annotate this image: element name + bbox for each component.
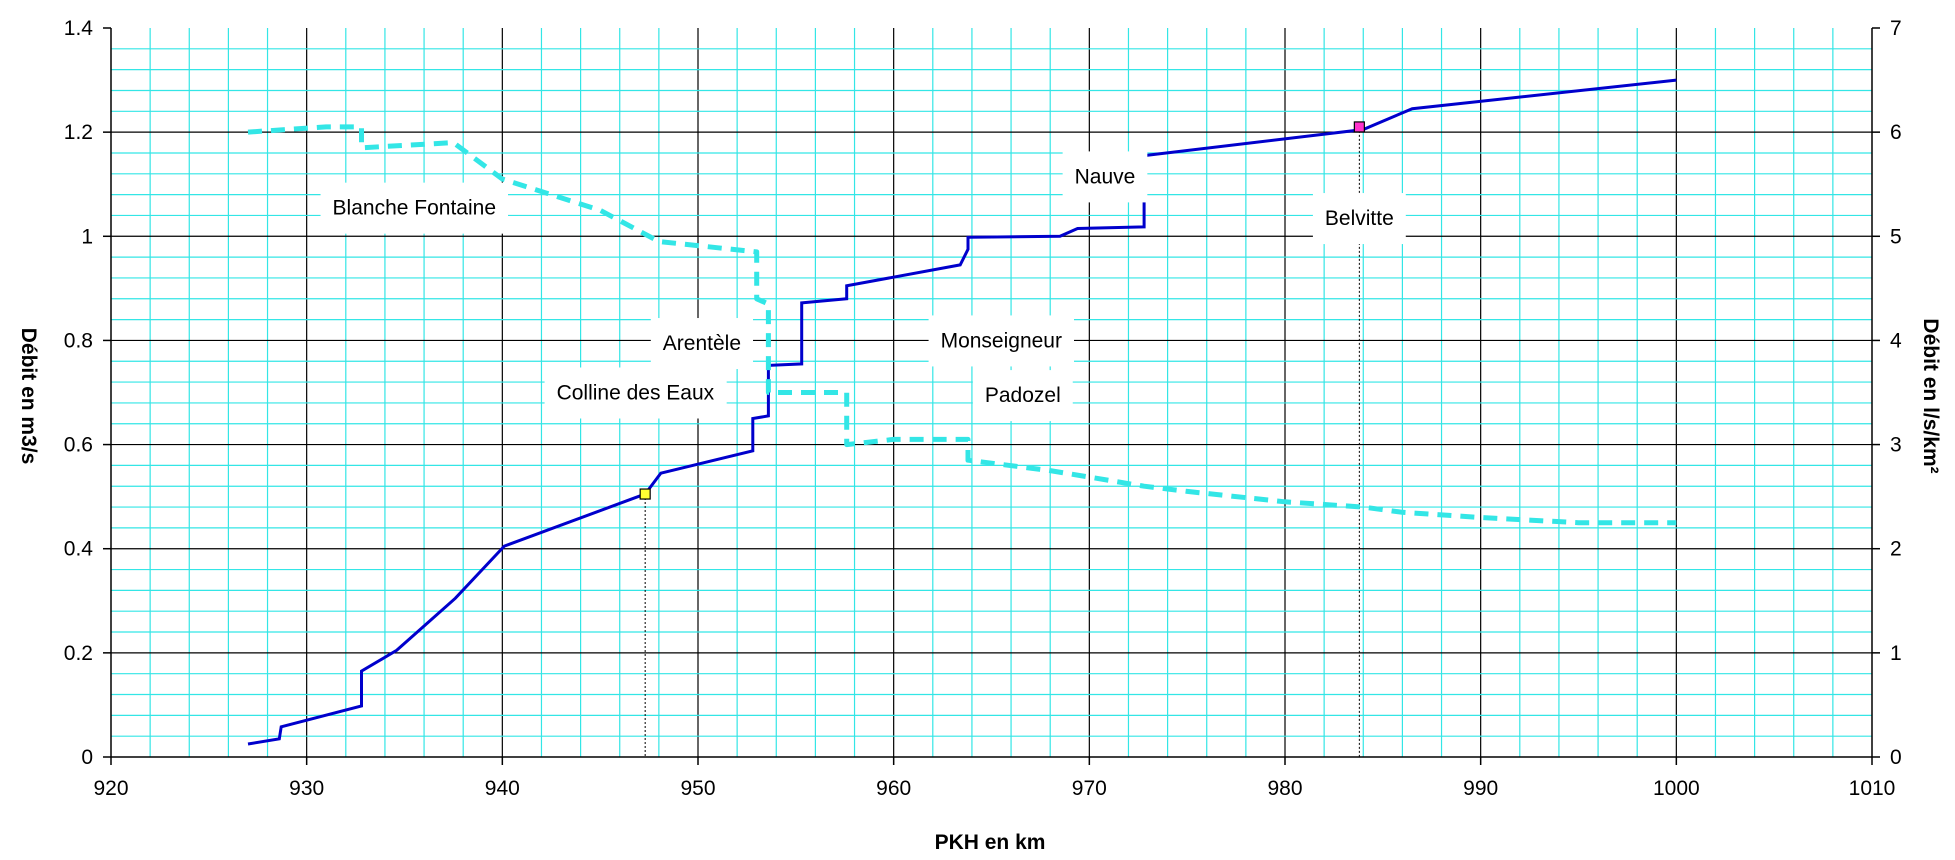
discharge-line — [247, 78, 1677, 746]
x-tick-label: 1000 — [1653, 777, 1700, 800]
markers-layer — [639, 121, 1365, 500]
annotation-label-text: Arentèle — [663, 332, 741, 355]
y-tick-label-left: 1.4 — [64, 17, 94, 40]
y-tick-label-left: 0 — [81, 746, 93, 769]
tick-labels: 920 930 940 950 960 970 980 990 1000 1010 0 0.2 0.4 0… — [64, 17, 1902, 800]
y-tick-label-right: 0 — [1890, 746, 1902, 769]
y-tick-label-right: 5 — [1890, 225, 1902, 248]
x-tick-label: 990 — [1463, 777, 1498, 800]
x-tick-label: 970 — [1072, 777, 1107, 800]
x-tick-label: 950 — [680, 777, 715, 800]
x-axis-label: PKH en km — [935, 831, 1046, 854]
y-axis-label-left: Débit en m3/s — [17, 328, 40, 465]
annotation-label-text: Blanche Fontaine — [333, 197, 496, 220]
annotation-label-background — [320, 182, 509, 234]
x-tick-label: 920 — [93, 777, 128, 800]
y-tick-label-left: 0.6 — [64, 434, 93, 457]
y-tick-label-left: 1.2 — [64, 121, 93, 144]
y-tick-label-right: 2 — [1890, 538, 1902, 561]
y-tick-label-right: 7 — [1890, 17, 1902, 40]
y-tick-label-right: 4 — [1890, 329, 1902, 352]
x-tick-label: 980 — [1267, 777, 1302, 800]
x-tick-label: 930 — [289, 777, 324, 800]
series-layer — [247, 78, 1677, 746]
y-tick-label-left: 0.8 — [64, 329, 93, 352]
annotation-label-text: Belvitte — [1325, 207, 1394, 230]
y-axis-label-right: Débit en l/s/km² — [1919, 318, 1942, 473]
y-tick-label-left: 1 — [81, 225, 93, 248]
annotation-label-background — [544, 367, 727, 419]
x-tick-label: 1010 — [1849, 777, 1896, 800]
annotation-label-text: Padozel — [985, 384, 1061, 407]
annotation-label: Arentèle — [650, 318, 754, 370]
annotation-label: Belvitte — [1312, 193, 1406, 245]
annotation-label-text: Colline des Eaux — [557, 382, 715, 405]
annotation-label-background — [972, 370, 1073, 422]
annotation-label-text: Monseigneur — [941, 329, 1062, 352]
annotation-label: Blanche Fontaine — [320, 182, 509, 234]
x-tick-label: 960 — [876, 777, 911, 800]
annotation-label-background — [928, 315, 1074, 367]
annotation-label-background — [650, 318, 754, 370]
station-marker — [639, 488, 651, 500]
annotation-label: Monseigneur — [928, 315, 1074, 367]
y-tick-label-left: 0.4 — [64, 538, 94, 561]
x-tick-label: 940 — [485, 777, 520, 800]
annotation-label: Colline des Eaux — [544, 367, 727, 419]
station-marker — [1353, 121, 1365, 133]
annotation-label: Nauve — [1062, 151, 1148, 203]
annotation-label-text: Nauve — [1075, 165, 1136, 188]
y-tick-label-right: 3 — [1890, 434, 1902, 457]
y-tick-label-right: 6 — [1890, 121, 1902, 144]
annotation-label-background — [1062, 151, 1148, 203]
y-tick-label-left: 0.2 — [64, 642, 93, 665]
annotation-labels: Blanche Fontaine Nauve Belvitte Arentèle Mon… — [320, 151, 1406, 422]
annotation-label: Padozel — [972, 370, 1073, 422]
axes — [103, 27, 1880, 765]
annotation-label-background — [1312, 193, 1406, 245]
y-tick-label-right: 1 — [1890, 642, 1902, 665]
